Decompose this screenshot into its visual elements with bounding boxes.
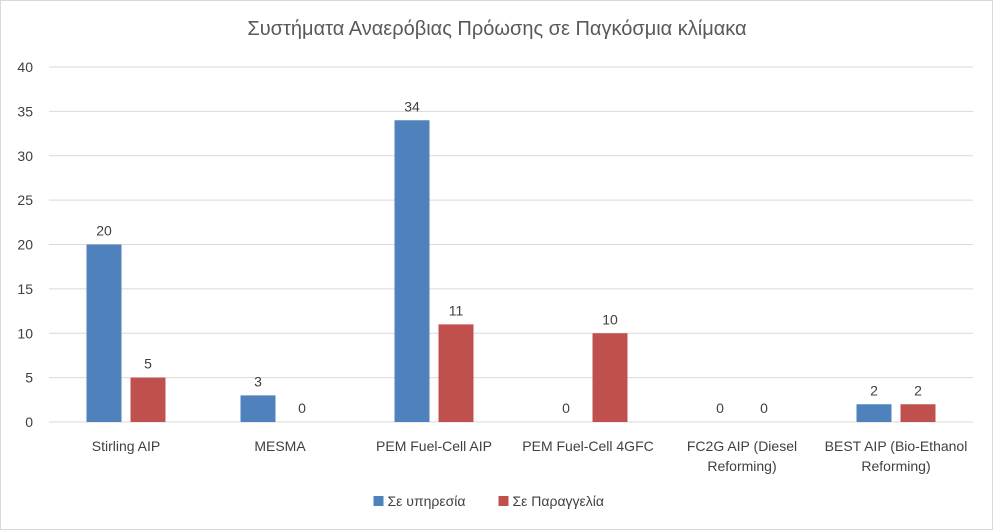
legend-label: Σε Παραγγελία xyxy=(513,493,605,509)
bar-on-order xyxy=(130,377,166,422)
bar-in-service xyxy=(86,244,122,422)
y-tick-label: 20 xyxy=(17,237,33,253)
x-axis-categories: Stirling AIP MESMA PEM Fuel-Cell AIP PEM Fu… xyxy=(92,438,968,474)
data-label: 11 xyxy=(449,302,464,318)
x-category-label: MESMA xyxy=(254,438,306,454)
y-tick-label: 15 xyxy=(17,281,33,297)
x-category-label: Stirling AIP xyxy=(92,438,160,454)
x-category-label: PEM Fuel-Cell AIP xyxy=(376,438,492,454)
bar-on-order xyxy=(438,324,474,422)
bar-in-service xyxy=(240,395,276,422)
x-category-label: BEST AIP (Bio-Ethanol Reforming) xyxy=(825,438,968,474)
y-tick-label: 25 xyxy=(17,192,33,208)
bars xyxy=(86,120,936,422)
chart-title: Συστήματα Αναερόβιας Πρόωσης σε Παγκόσμι… xyxy=(247,18,746,40)
y-tick-label: 35 xyxy=(17,103,33,119)
bar-in-service xyxy=(856,404,892,422)
data-label: 0 xyxy=(716,400,724,416)
bar-on-order xyxy=(592,333,628,422)
y-tick-label: 30 xyxy=(17,148,33,164)
data-label: 34 xyxy=(404,98,420,114)
data-label: 0 xyxy=(298,400,306,416)
data-label: 2 xyxy=(914,382,922,398)
data-label: 10 xyxy=(602,311,618,327)
x-category-label: PEM Fuel-Cell 4GFC xyxy=(522,438,653,454)
legend-swatch xyxy=(498,496,509,506)
legend-swatch xyxy=(373,496,384,506)
bar-in-service xyxy=(394,120,430,422)
data-label: 2 xyxy=(870,382,878,398)
x-category-label: FC2G AIP (Diesel Reforming) xyxy=(687,438,797,474)
y-axis-ticks: 0 5 10 15 20 25 30 35 40 xyxy=(17,59,33,430)
gridlines xyxy=(49,66,973,423)
data-label: 0 xyxy=(760,400,768,416)
bar-on-order xyxy=(900,404,936,422)
data-label: 20 xyxy=(96,223,112,239)
y-tick-label: 40 xyxy=(17,59,33,75)
data-label: 5 xyxy=(144,356,152,372)
y-tick-label: 5 xyxy=(25,370,33,386)
legend: Σε υπηρεσία Σε Παραγγελία xyxy=(373,493,605,509)
y-tick-label: 10 xyxy=(17,325,33,341)
y-tick-label: 0 xyxy=(25,414,33,430)
legend-label: Σε υπηρεσία xyxy=(388,493,466,509)
data-labels: 20 5 3 0 34 11 0 10 0 0 2 2 xyxy=(96,98,922,416)
data-label: 3 xyxy=(254,373,262,389)
data-label: 0 xyxy=(562,400,570,416)
